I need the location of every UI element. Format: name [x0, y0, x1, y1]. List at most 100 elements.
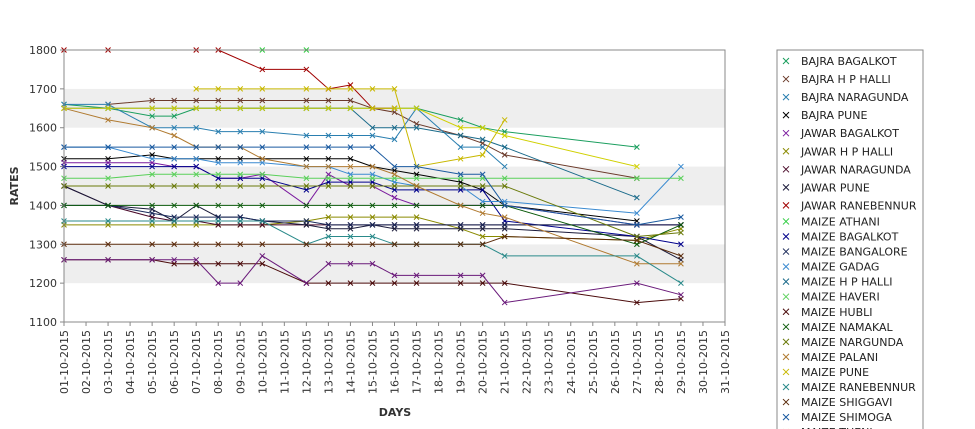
- data-point: [215, 183, 222, 189]
- legend-label: JAWAR BAGALKOT: [800, 127, 899, 140]
- legend-marker: [782, 338, 790, 346]
- data-point: [457, 117, 464, 123]
- data-point: [171, 113, 178, 119]
- data-point: [391, 194, 398, 201]
- data-point: [171, 144, 178, 150]
- data-point: [369, 105, 376, 112]
- legend-marker: [782, 278, 790, 286]
- data-point: [501, 253, 508, 259]
- data-point: [347, 86, 354, 92]
- data-point: [457, 280, 464, 286]
- legend-label: JAWAR NARAGUNDA: [800, 163, 911, 176]
- data-point: [171, 132, 178, 139]
- data-point: [347, 175, 354, 182]
- data-point: [369, 144, 376, 150]
- data-point: [391, 136, 398, 143]
- legend-item: MAIZE ATHANI: [782, 215, 880, 228]
- data-point: [457, 155, 464, 162]
- data-point: [303, 241, 310, 248]
- data-point: [303, 132, 310, 139]
- x-tick-label: 15-10-2015: [366, 330, 379, 394]
- data-point: [501, 144, 508, 150]
- data-point: [215, 260, 222, 267]
- legend-label: MAIZE SHIMOGA: [801, 411, 892, 424]
- data-point: [347, 132, 354, 139]
- legend-label: JAWAR RANEBENNUR: [800, 199, 917, 212]
- data-point: [413, 163, 420, 170]
- legend-label: BAJRA PUNE: [801, 109, 867, 122]
- data-point: [325, 183, 332, 189]
- data-point: [171, 97, 178, 104]
- data-point: [634, 280, 640, 286]
- data-point: [501, 299, 508, 306]
- data-point: [501, 175, 508, 182]
- data-point: [634, 253, 640, 259]
- legend-label: MAIZE NAMAKAL: [801, 321, 894, 334]
- data-point: [215, 218, 222, 224]
- legend-marker: [782, 218, 790, 225]
- data-point: [303, 66, 310, 73]
- data-point: [105, 202, 111, 209]
- legend-label: MAIZE ATHANI: [801, 215, 880, 228]
- legend-item: MAIZE NAMAKAL: [782, 321, 894, 334]
- x-tick-label: 22-10-2015: [521, 330, 534, 394]
- data-point: [369, 124, 376, 131]
- data-point: [303, 97, 310, 104]
- data-point: [634, 260, 640, 267]
- legend-marker: [782, 248, 790, 255]
- legend-item: JAWAR NARAGUNDA: [782, 163, 911, 176]
- data-point: [391, 241, 398, 248]
- data-point: [193, 105, 200, 112]
- legend-item: MAIZE GADAG: [782, 261, 879, 274]
- data-point: [325, 233, 332, 240]
- data-point: [193, 218, 200, 224]
- data-point: [391, 105, 398, 112]
- x-tick-label: 14-10-2015: [344, 330, 357, 394]
- legend-item: JAWAR PUNE: [782, 181, 870, 194]
- legend-label: MAIZE BAGALKOT: [801, 231, 899, 244]
- legend-label: MAIZE NARGUNDA: [801, 336, 904, 349]
- data-point: [391, 163, 398, 170]
- data-point: [149, 97, 155, 104]
- data-point: [171, 256, 178, 263]
- data-point: [149, 144, 155, 150]
- x-tick-label: 31-10-2015: [719, 330, 732, 394]
- data-point: [634, 194, 640, 201]
- data-point: [369, 132, 376, 139]
- data-point: [347, 183, 354, 189]
- legend-item: MAIZE THENI: [783, 426, 873, 429]
- data-point: [215, 86, 222, 92]
- data-point: [325, 144, 332, 150]
- data-point: [391, 124, 398, 131]
- data-point: [479, 210, 486, 217]
- data-point: [391, 280, 398, 286]
- data-point: [678, 241, 684, 248]
- data-point: [149, 124, 155, 131]
- data-point: [479, 136, 486, 143]
- data-point: [369, 214, 376, 220]
- legend-marker: [782, 263, 790, 270]
- data-point: [678, 253, 684, 259]
- x-tick-label: 02-10-2015: [80, 330, 93, 394]
- x-tick-label: 06-10-2015: [168, 330, 181, 394]
- data-point: [325, 280, 332, 286]
- legend-label: MAIZE HAVERI: [801, 291, 880, 304]
- data-point: [171, 171, 178, 178]
- legend-item: MAIZE NARGUNDA: [782, 336, 904, 349]
- data-point: [457, 202, 464, 209]
- data-point: [678, 291, 684, 298]
- data-point: [325, 175, 332, 182]
- data-point: [105, 241, 111, 248]
- x-tick-label: 29-10-2015: [675, 330, 688, 394]
- legend-marker: [782, 233, 790, 240]
- legend-label: MAIZE PALANI: [801, 351, 878, 364]
- x-tick-label: 13-10-2015: [322, 330, 335, 394]
- data-point: [457, 132, 464, 139]
- data-point: [171, 183, 178, 189]
- data-point: [237, 128, 244, 135]
- data-point: [259, 202, 266, 209]
- data-point: [369, 163, 376, 170]
- data-point: [193, 183, 200, 189]
- data-point: [259, 144, 266, 150]
- data-point: [391, 272, 398, 279]
